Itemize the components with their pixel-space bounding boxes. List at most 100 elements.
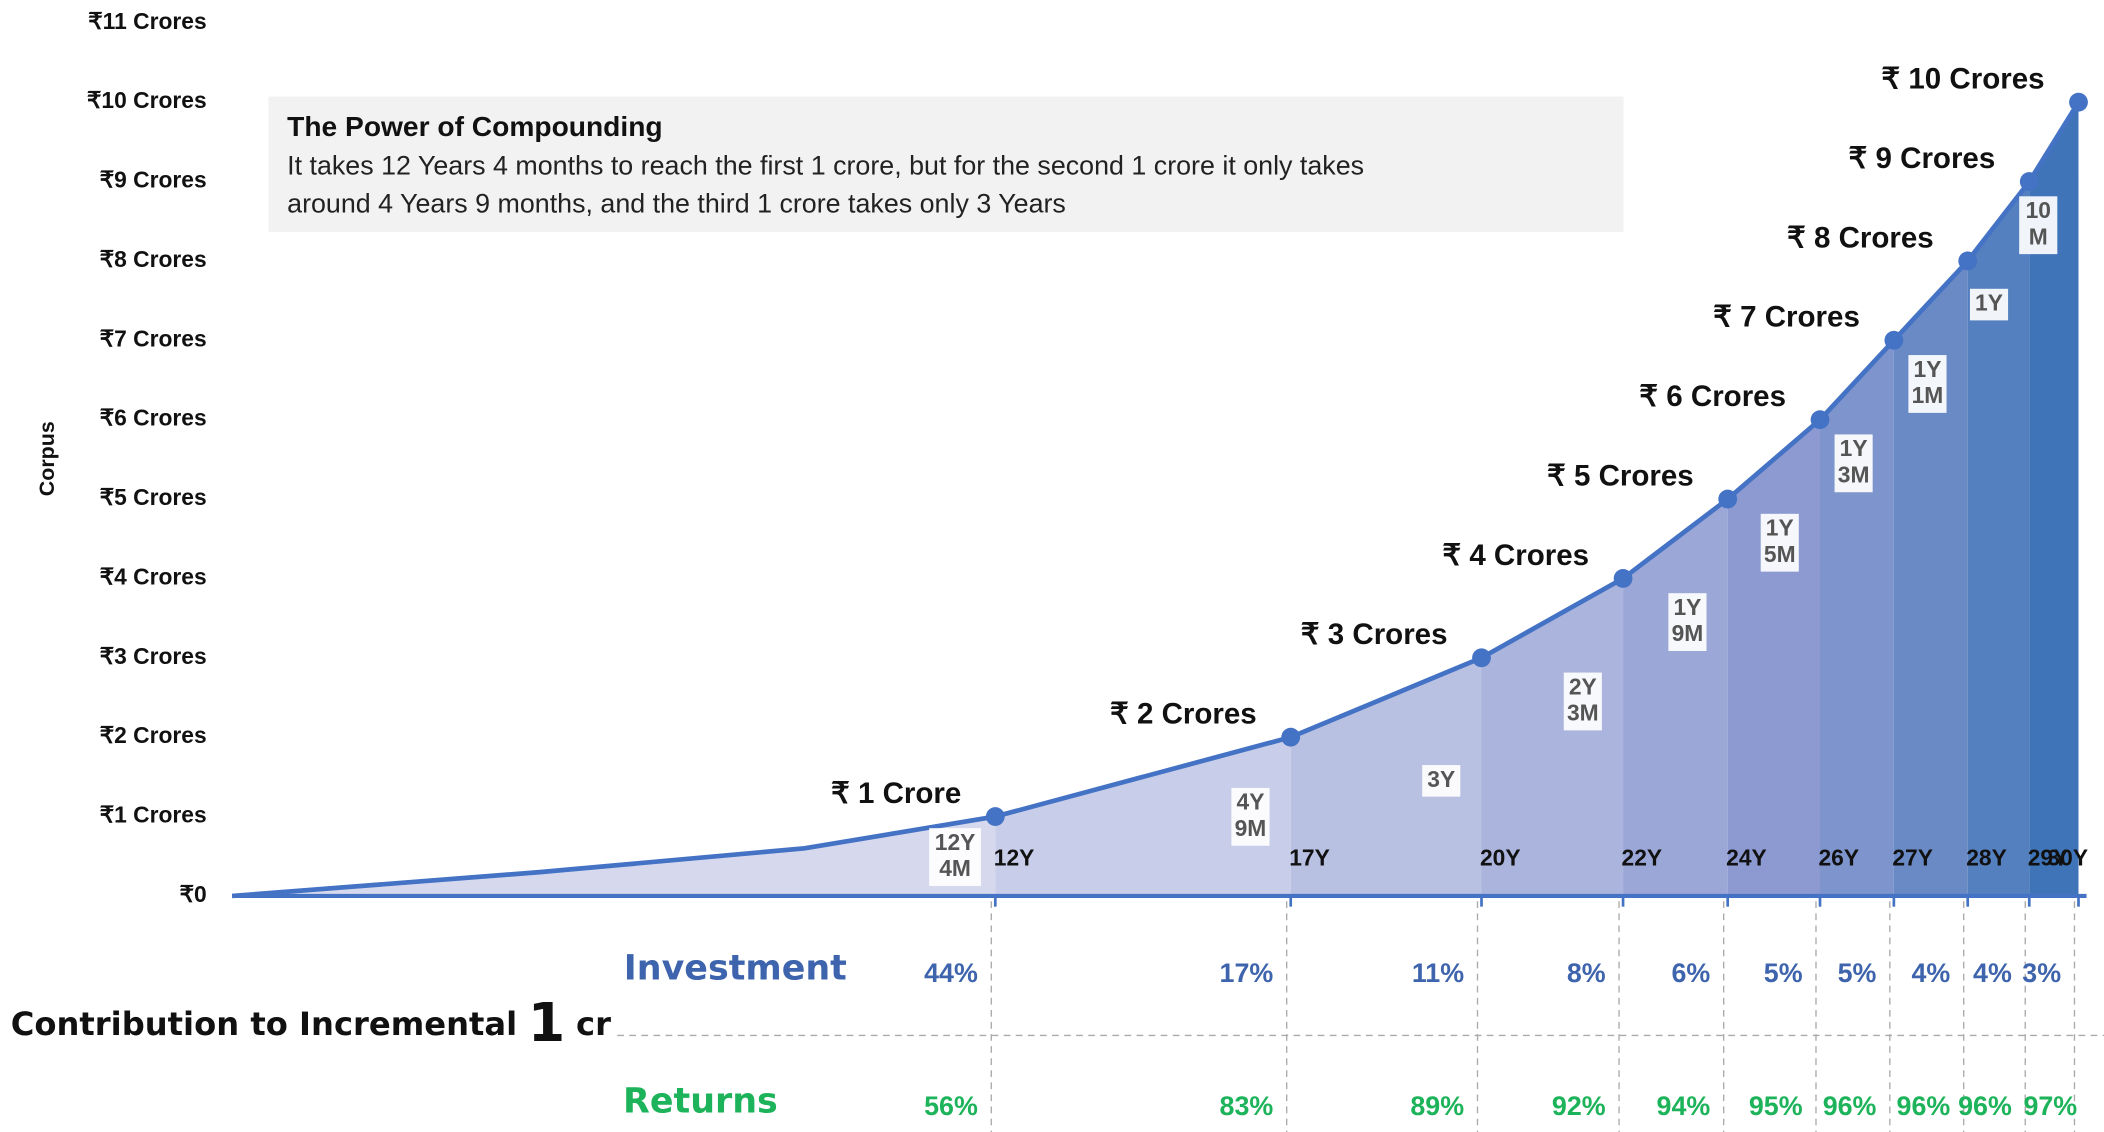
point: [1472, 648, 1491, 668]
value-label-box: [813, 772, 980, 816]
x-tick-label: 30Y: [2047, 845, 2088, 871]
x-tick-label: 27Y: [1892, 845, 1933, 871]
point: [1958, 251, 1978, 271]
area-segment: [232, 816, 996, 896]
returns-pct: 56%: [924, 1091, 978, 1121]
y-tick-label: ₹8 Crores: [100, 246, 207, 272]
x-tick-label: 28Y: [1966, 845, 2007, 871]
value-label: ₹ 8 Crores: [1787, 221, 1934, 254]
y-tick-label: ₹10 Crores: [87, 87, 207, 113]
x-tick-label: 24Y: [1726, 845, 1767, 871]
x-tick-label: 20Y: [1480, 845, 1521, 871]
area-segment: [2029, 102, 2079, 896]
value-label-box: [1863, 57, 2063, 101]
duration-label: 1Y: [1840, 435, 1868, 461]
duration-label-group: 1Y: [1969, 288, 2009, 321]
row-label: Investment: [624, 949, 847, 989]
contribution-label-part: cr: [576, 1005, 611, 1043]
value-label: ₹ 6 Crores: [1639, 380, 1786, 413]
value-label-box: [1282, 613, 1466, 657]
investment-pct: 8%: [1567, 958, 1606, 988]
value-label: ₹ 10 Crores: [1881, 63, 2044, 96]
value-label-group: ₹ 3 Crores: [1282, 613, 1466, 657]
y-tick-label: ₹6 Crores: [100, 405, 207, 431]
returns-pct: 83%: [1220, 1091, 1274, 1121]
investment-pct: 5%: [1764, 958, 1803, 988]
duration-label: 9M: [1672, 620, 1704, 646]
area-segment: [1820, 340, 1894, 896]
duration-label: 4M: [939, 855, 971, 881]
duration-label-box: [1668, 593, 1707, 651]
x-tick-label: 17Y: [1289, 845, 1330, 871]
annotation-text: It takes 12 Years 4 months to reach the …: [287, 151, 1364, 181]
returns-pct: 92%: [1552, 1091, 1606, 1121]
duration-label-group: 10M: [2019, 196, 2058, 255]
value-label-box: [1092, 692, 1275, 736]
annotation-text: around 4 Years 9 months, and the third 1…: [287, 188, 1066, 218]
duration-label: 1Y: [1673, 594, 1701, 620]
value-label-group: ₹ 9 Crores: [1830, 137, 2014, 181]
duration-label: 3Y: [1427, 766, 1455, 792]
area-segment: [1727, 419, 1821, 896]
area-segment: [995, 737, 1291, 896]
investment-pct: 5%: [1838, 958, 1877, 988]
value-label-group: ₹ 5 Crores: [1529, 454, 1712, 498]
value-label-box: [1830, 137, 2014, 181]
area-segment: [1893, 260, 1968, 896]
returns-pct: 97%: [2023, 1091, 2077, 1121]
duration-label: 9M: [1235, 815, 1267, 841]
duration-label: 1Y: [1766, 515, 1794, 541]
y-tick-label: ₹1 Crores: [100, 802, 207, 828]
duration-label-box: [929, 828, 981, 886]
point: [985, 807, 1005, 826]
y-tick-label: ₹2 Crores: [100, 722, 207, 748]
duration-label: 1Y: [1914, 356, 1942, 382]
returns-pct: 94%: [1657, 1091, 1711, 1121]
returns-pct: 96%: [1823, 1091, 1877, 1121]
value-label: ₹ 4 Crores: [1442, 539, 1589, 572]
value-label-group: ₹ 7 Crores: [1695, 296, 1878, 339]
area-segment: [1481, 578, 1624, 896]
x-tick-label: 12Y: [994, 845, 1035, 871]
contribution-label-part: 1: [528, 991, 565, 1054]
area-segment: [1623, 499, 1728, 896]
value-label-box: [1695, 296, 1878, 339]
investment-pct: 4%: [1973, 958, 2012, 988]
duration-label: 5M: [1764, 541, 1796, 567]
y-tick-label: ₹7 Crores: [100, 325, 207, 351]
x-tick-label: 22Y: [1622, 845, 1663, 871]
y-tick-label: ₹0: [179, 881, 206, 907]
value-label: ₹ 5 Crores: [1547, 459, 1694, 492]
y-tick-label: ₹3 Crores: [100, 643, 207, 669]
value-label-group: ₹ 2 Crores: [1092, 692, 1275, 736]
area-segment: [1967, 181, 2030, 896]
value-label-box: [1769, 216, 1952, 260]
investment-pct: 11%: [1412, 958, 1464, 988]
duration-label-box: [2019, 196, 2058, 255]
value-label-group: ₹ 4 Crores: [1424, 534, 1607, 578]
value-label-box: [1621, 375, 1804, 419]
contribution-label-part: Contribution to Incremental: [11, 1005, 517, 1043]
value-label: ₹ 3 Crores: [1301, 618, 1448, 651]
investment-pct: 3%: [2022, 958, 2061, 988]
duration-label-box: [1969, 288, 2009, 321]
duration-label: 10: [2026, 197, 2051, 223]
y-tick-label: ₹9 Crores: [100, 167, 207, 193]
y-tick-label: ₹4 Crores: [100, 563, 207, 589]
y-axis-label: Corpus: [35, 421, 59, 496]
value-label-box: [1424, 534, 1607, 578]
returns-pct: 95%: [1749, 1091, 1803, 1121]
point: [2069, 92, 2088, 112]
value-label: ₹ 9 Crores: [1849, 142, 1996, 175]
value-label: ₹ 2 Crores: [1110, 698, 1257, 731]
returns-pct: 89%: [1410, 1091, 1464, 1121]
duration-label-box: [1231, 787, 1270, 846]
returns-pct: 96%: [1897, 1091, 1951, 1121]
